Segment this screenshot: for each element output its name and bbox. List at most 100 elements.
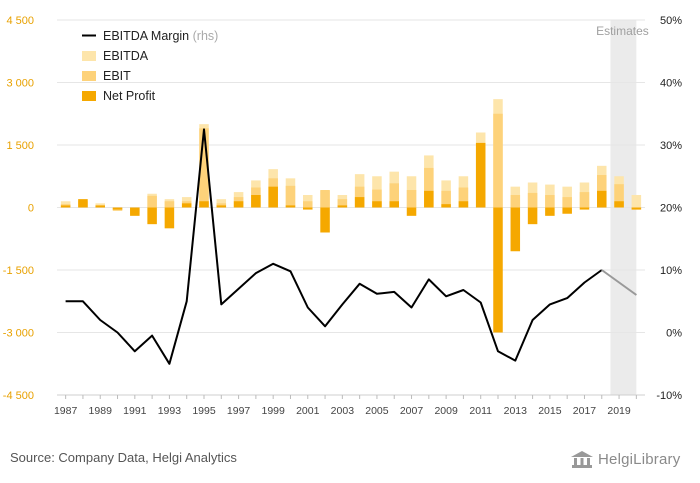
right-tick-label: 20%	[660, 203, 682, 215]
bar-ebit	[320, 190, 330, 208]
bar-net-profit	[164, 207, 175, 229]
bar-net-profit	[631, 207, 642, 210]
bar-ebit	[441, 190, 451, 208]
legend-label-net-profit: Net Profit	[103, 89, 156, 103]
left-tick-label: 4 500	[6, 15, 34, 27]
bar-net-profit	[493, 207, 503, 333]
bar-net-profit	[320, 207, 330, 233]
bar-net-profit	[424, 190, 434, 208]
bar-ebit	[406, 190, 417, 208]
bar-net-profit	[95, 205, 105, 208]
bar-net-profit	[60, 205, 71, 208]
right-tick-label: 10%	[660, 265, 682, 277]
bar-net-profit	[268, 186, 278, 208]
right-axis: 50% 40% 30% 20% 10% 0% -10%	[656, 15, 682, 402]
bar-net-profit	[199, 201, 209, 208]
left-axis: 4 500 3 000 1 500 0 -1 500 -3 000 -4 500	[3, 15, 34, 402]
x-tick-label: 1995	[192, 405, 216, 417]
legend-label-ebitda-margin: EBITDA Margin (rhs)	[103, 29, 218, 43]
library-building-icon	[571, 451, 593, 468]
bar-ebit	[389, 183, 399, 208]
legend-swatch-ebitda	[82, 51, 96, 61]
bars	[60, 99, 642, 333]
legend: EBITDA Margin (rhs) EBITDA EBIT Net Prof…	[82, 29, 218, 103]
bar-net-profit	[372, 201, 382, 208]
left-tick-label: -3 000	[3, 328, 34, 340]
bar-ebit	[527, 192, 538, 208]
bar-net-profit	[354, 197, 365, 208]
bar-net-profit	[597, 190, 607, 208]
x-tick-label: 1991	[123, 405, 147, 417]
right-tick-label: 50%	[660, 15, 682, 27]
right-tick-label: 40%	[660, 78, 682, 90]
x-tick-label: 1989	[89, 405, 113, 417]
x-tick-label: 2013	[504, 405, 528, 417]
bar-ebit	[614, 184, 624, 208]
bar-net-profit	[251, 195, 261, 208]
logo-text: HelgiLibrary	[598, 451, 681, 468]
bar-net-profit	[233, 201, 244, 208]
bar-ebit	[424, 167, 434, 208]
bar-ebit	[147, 195, 157, 208]
bar-net-profit	[130, 207, 140, 216]
bar-net-profit	[527, 207, 538, 225]
x-tick-label: 1999	[261, 405, 285, 417]
left-tick-label: 3 000	[6, 78, 34, 90]
bar-ebitda	[95, 203, 105, 208]
x-tick-label: 1987	[54, 405, 78, 417]
helgi-library-logo: HelgiLibrary	[570, 450, 690, 472]
left-tick-label: -4 500	[3, 390, 34, 402]
bar-ebit	[372, 189, 382, 208]
ebitda-margin-line-estimate	[601, 269, 637, 296]
bar-net-profit	[441, 204, 451, 208]
left-tick-label: -1 500	[3, 265, 34, 277]
margin-line-group	[65, 128, 637, 365]
bar-net-profit	[614, 201, 624, 208]
bar-ebit	[216, 203, 227, 208]
right-tick-label: 30%	[660, 140, 682, 152]
bar-ebit	[493, 113, 503, 208]
bar-ebit	[199, 128, 209, 208]
bar-ebit	[562, 197, 572, 208]
bar-net-profit	[562, 207, 572, 214]
bar-ebit	[458, 187, 469, 208]
bar-ebitda	[631, 195, 642, 208]
left-tick-label: 0	[28, 203, 34, 215]
x-tick-label: 1993	[158, 405, 182, 417]
gridlines	[57, 19, 645, 396]
x-tick-label: 1997	[227, 405, 251, 417]
bar-ebit	[337, 199, 348, 208]
source-note: Source: Company Data, Helgi Analytics	[10, 450, 237, 465]
legend-label-ebitda: EBITDA	[103, 49, 149, 63]
bar-ebit	[545, 195, 555, 208]
legend-swatch-ebit	[82, 71, 96, 81]
bar-ebit	[303, 201, 313, 208]
x-tick-label: 2011	[469, 405, 492, 417]
bar-net-profit	[458, 201, 469, 208]
legend-label-ebit: EBIT	[103, 69, 131, 83]
bar-ebit	[510, 195, 521, 208]
bar-net-profit	[406, 207, 417, 216]
bar-ebit	[164, 201, 175, 208]
bar-net-profit	[78, 199, 88, 208]
bar-net-profit	[285, 205, 296, 208]
x-tick-label: 2009	[434, 405, 458, 417]
right-tick-label: 0%	[666, 328, 682, 340]
bar-net-profit	[579, 207, 590, 210]
x-tick-label: 2019	[607, 405, 631, 417]
bar-net-profit	[181, 203, 192, 208]
bar-net-profit	[112, 207, 123, 210]
bar-ebit	[579, 192, 590, 208]
bar-net-profit	[475, 142, 486, 208]
left-tick-label: 1 500	[6, 140, 34, 152]
x-axis: 1987 1989 1991 1993 1995 1997 1999 2001 2003 2005…	[54, 394, 645, 417]
x-tick-label: 2003	[331, 405, 355, 417]
bar-net-profit	[303, 207, 313, 210]
right-tick-label: -10%	[656, 390, 682, 402]
legend-rhs-suffix: (rhs)	[193, 29, 219, 43]
ebitda-margin-line	[65, 128, 603, 365]
bar-net-profit	[216, 205, 227, 208]
bar-net-profit	[337, 205, 348, 208]
bar-net-profit	[389, 201, 399, 208]
